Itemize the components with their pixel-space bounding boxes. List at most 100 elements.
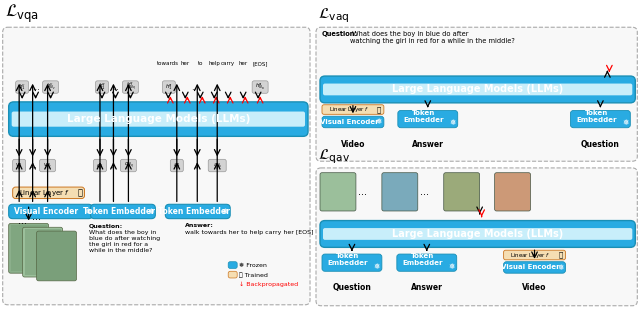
Text: ❅: ❅	[622, 118, 628, 127]
FancyBboxPatch shape	[322, 105, 384, 114]
Text: ...: ...	[193, 161, 201, 170]
Text: $a_{N_a}$: $a_{N_a}$	[212, 161, 222, 170]
Text: $v_1$: $v_1$	[15, 161, 23, 169]
Text: $h_1^v$: $h_1^v$	[18, 82, 26, 92]
Text: $\mathcal{L}_{\mathrm{vqa}}$: $\mathcal{L}_{\mathrm{vqa}}$	[4, 3, 39, 25]
Text: ❅: ❅	[221, 207, 228, 216]
Text: ❅: ❅	[449, 118, 456, 127]
Text: ...: ...	[18, 216, 27, 226]
Text: ...: ...	[191, 82, 199, 92]
Text: Token
Embedder: Token Embedder	[576, 110, 617, 123]
Text: ❅: ❅	[374, 262, 380, 271]
Text: What does the boy in
blue do after watching
the girl in red for a
while in the m: What does the boy in blue do after watch…	[88, 230, 159, 252]
Text: Linear Layer $f$: Linear Layer $f$	[19, 188, 70, 198]
Text: ...: ...	[32, 82, 40, 92]
Text: help: help	[208, 61, 220, 66]
Text: carry: carry	[221, 61, 236, 66]
FancyBboxPatch shape	[495, 173, 531, 211]
Text: her: her	[239, 61, 248, 66]
FancyBboxPatch shape	[22, 227, 63, 277]
FancyBboxPatch shape	[320, 221, 636, 247]
FancyBboxPatch shape	[90, 204, 156, 219]
Bar	[497, 175, 529, 209]
Text: Linear Layer $f$: Linear Layer $f$	[510, 251, 551, 259]
FancyBboxPatch shape	[397, 254, 457, 271]
FancyBboxPatch shape	[36, 231, 77, 281]
FancyBboxPatch shape	[320, 173, 356, 211]
FancyBboxPatch shape	[43, 81, 59, 93]
Text: 🔥 Trained: 🔥 Trained	[239, 272, 268, 278]
Text: to: to	[198, 61, 203, 66]
FancyBboxPatch shape	[444, 173, 479, 211]
FancyBboxPatch shape	[12, 112, 305, 127]
Text: ...: ...	[109, 161, 117, 170]
Text: towards: towards	[157, 61, 179, 66]
FancyBboxPatch shape	[13, 159, 26, 172]
FancyBboxPatch shape	[228, 271, 237, 278]
Text: ❅: ❅	[84, 207, 91, 216]
Bar	[384, 175, 416, 209]
Text: Visual Encoder: Visual Encoder	[13, 207, 77, 216]
Text: ❅: ❅	[557, 263, 564, 272]
Text: Token Embedder: Token Embedder	[158, 207, 230, 216]
FancyBboxPatch shape	[9, 102, 308, 136]
FancyBboxPatch shape	[170, 159, 183, 172]
Bar	[25, 229, 61, 275]
Text: [EOS]: [EOS]	[252, 61, 268, 66]
Bar	[445, 175, 477, 209]
Text: $h_{N_a}^a$: $h_{N_a}^a$	[255, 82, 265, 92]
Text: ...: ...	[32, 212, 41, 222]
Text: Question: Question	[333, 283, 371, 292]
FancyBboxPatch shape	[252, 81, 268, 93]
Text: Question: Question	[581, 140, 620, 149]
FancyBboxPatch shape	[398, 111, 458, 128]
Text: walk towards her to help carry her [EOS]: walk towards her to help carry her [EOS]	[186, 230, 314, 235]
Text: Video: Video	[522, 283, 547, 292]
FancyBboxPatch shape	[322, 116, 384, 128]
Text: ❅: ❅	[376, 118, 382, 126]
Text: ...: ...	[29, 161, 36, 170]
FancyBboxPatch shape	[323, 83, 632, 95]
FancyBboxPatch shape	[382, 173, 418, 211]
Text: ❅: ❅	[449, 262, 455, 271]
FancyBboxPatch shape	[9, 204, 93, 219]
Text: 🔥: 🔥	[377, 106, 381, 113]
FancyBboxPatch shape	[163, 81, 175, 93]
Text: $\mathcal{L}_{\mathrm{vaq}}$: $\mathcal{L}_{\mathrm{vaq}}$	[318, 7, 349, 25]
FancyBboxPatch shape	[570, 111, 630, 128]
FancyBboxPatch shape	[9, 223, 49, 273]
Bar	[38, 233, 74, 279]
FancyBboxPatch shape	[504, 250, 566, 260]
Text: Video: Video	[340, 140, 365, 149]
Text: 🔥: 🔥	[558, 252, 563, 258]
Text: $h_1^a$: $h_1^a$	[165, 82, 173, 92]
Text: Linear Layer $f$: Linear Layer $f$	[329, 105, 369, 114]
FancyBboxPatch shape	[228, 262, 237, 268]
FancyBboxPatch shape	[95, 81, 108, 93]
Bar	[322, 175, 354, 209]
FancyBboxPatch shape	[323, 228, 632, 240]
Text: $v_{N_v}$: $v_{N_v}$	[43, 161, 52, 170]
FancyBboxPatch shape	[3, 27, 310, 305]
Text: $h_{N_v}^v$: $h_{N_v}^v$	[45, 82, 56, 92]
Text: Visual Encoder: Visual Encoder	[319, 119, 378, 125]
Text: $a_1$: $a_1$	[173, 161, 180, 169]
Text: What does the boy in blue do after
watching the girl in red for a while in the m: What does the boy in blue do after watch…	[350, 31, 515, 44]
Text: ❅: ❅	[147, 207, 154, 216]
FancyBboxPatch shape	[316, 27, 637, 161]
Text: $q_{N_q}$: $q_{N_q}$	[124, 161, 133, 171]
Text: Large Language Models (LLMs): Large Language Models (LLMs)	[392, 229, 563, 239]
Text: ...: ...	[420, 187, 429, 197]
FancyBboxPatch shape	[93, 159, 106, 172]
Text: Token
Embedder: Token Embedder	[403, 253, 443, 266]
Text: 🔥: 🔥	[78, 188, 83, 197]
FancyBboxPatch shape	[322, 254, 382, 271]
Text: Question:: Question:	[322, 31, 358, 37]
FancyBboxPatch shape	[40, 159, 56, 172]
Text: Answer: Answer	[412, 140, 444, 149]
FancyBboxPatch shape	[165, 204, 230, 219]
FancyBboxPatch shape	[13, 187, 84, 198]
FancyBboxPatch shape	[208, 159, 226, 172]
Text: Large Language Models (LLMs): Large Language Models (LLMs)	[392, 84, 563, 94]
FancyBboxPatch shape	[15, 81, 29, 93]
